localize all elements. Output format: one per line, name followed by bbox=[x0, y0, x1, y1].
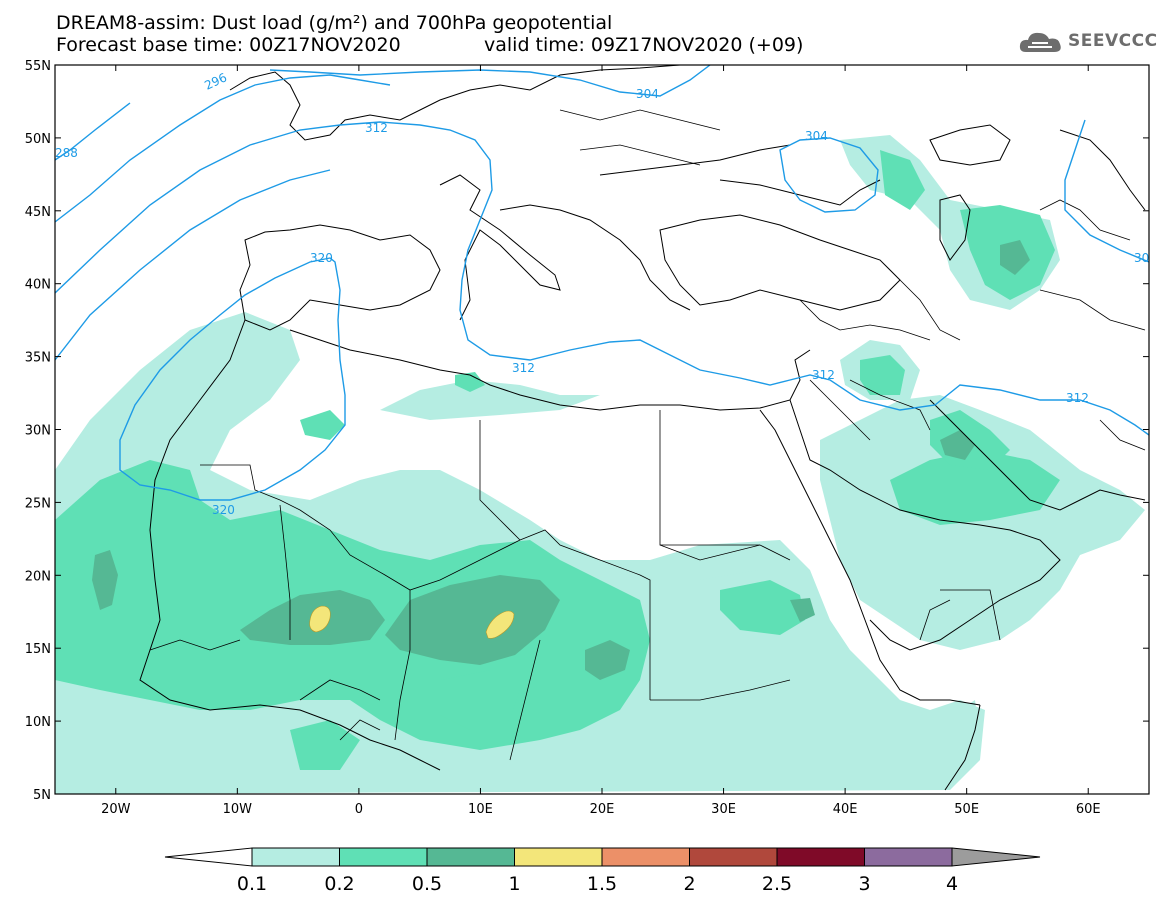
colorbar-label: 0.5 bbox=[412, 873, 442, 895]
contour-label: 304 bbox=[1134, 251, 1157, 265]
colorbar-box bbox=[776, 847, 865, 867]
lon-tick-label: 50E bbox=[954, 802, 979, 817]
contour-label: 312 bbox=[812, 368, 835, 382]
lon-tick-label: 10W bbox=[223, 802, 253, 817]
lon-tick-label: 10E bbox=[468, 802, 493, 817]
seevccc-logo: SEEVCCC bbox=[1018, 26, 1158, 56]
lat-tick-label: 55N bbox=[25, 59, 51, 74]
lat-tick-label: 15N bbox=[25, 642, 51, 657]
lon-tick-label: 0 bbox=[355, 802, 363, 817]
forecast-base-time: Forecast base time: 00Z17NOV2020 bbox=[56, 34, 401, 56]
colorbar-label: 1.5 bbox=[587, 873, 617, 895]
lat-tick-label: 30N bbox=[25, 424, 51, 439]
contour-labels: 296 288 304 312 304 320 320 312 312 312 … bbox=[55, 70, 1157, 517]
contour-label: 320 bbox=[212, 503, 235, 517]
lon-tick-label: 30E bbox=[711, 802, 736, 817]
colorbar-label: 0.1 bbox=[237, 873, 267, 895]
contour-label: 296 bbox=[202, 70, 229, 92]
lon-tick-label: 60E bbox=[1076, 802, 1101, 817]
logo-text: SEEVCCC bbox=[1068, 31, 1158, 51]
colorbar-label: 0.2 bbox=[324, 873, 354, 895]
colorbar-high-arrow bbox=[951, 847, 1041, 867]
lon-tick-label: 40E bbox=[833, 802, 858, 817]
cloud-logo-icon bbox=[1019, 32, 1061, 52]
contour-label: 304 bbox=[805, 129, 828, 143]
lat-tick-label: 45N bbox=[25, 205, 51, 220]
colorbar: 0.1 0.2 0.5 1 1.5 2 2.5 3 4 bbox=[164, 847, 1041, 895]
colorbar-label: 3 bbox=[858, 873, 870, 895]
colorbar-label: 4 bbox=[946, 873, 958, 895]
colorbar-box bbox=[514, 847, 603, 867]
geopotential-contours bbox=[55, 65, 1149, 501]
contour-label: 312 bbox=[1066, 391, 1089, 405]
contour-label: 320 bbox=[310, 251, 333, 265]
lat-tick-label: 50N bbox=[25, 132, 51, 147]
lat-tick-label: 5N bbox=[33, 788, 51, 803]
valid-time: valid time: 09Z17NOV2020 (+09) bbox=[484, 34, 804, 56]
colorbar-box bbox=[689, 847, 778, 867]
lat-tick-label: 40N bbox=[25, 278, 51, 293]
coastlines bbox=[139, 65, 1146, 791]
map-title: DREAM8-assim: Dust load (g/m²) and 700hP… bbox=[56, 12, 613, 34]
lat-tick-label: 25N bbox=[25, 496, 51, 511]
dust-layer-yellow bbox=[309, 605, 515, 639]
axis-labels: 55N 50N 45N 40N 35N 30N 25N 20N 15N 10N 5N 20W 10W 0 1… bbox=[25, 59, 1101, 817]
contour-label: 288 bbox=[55, 146, 78, 160]
contour-label: 312 bbox=[512, 361, 535, 375]
colorbar-box bbox=[601, 847, 690, 867]
lat-tick-label: 20N bbox=[25, 569, 51, 584]
colorbar-label: 2 bbox=[683, 873, 695, 895]
map-axes bbox=[55, 64, 1149, 795]
colorbar-box bbox=[339, 847, 428, 867]
country-borders bbox=[149, 109, 1146, 761]
lat-tick-label: 35N bbox=[25, 351, 51, 366]
colorbar-box bbox=[426, 847, 515, 867]
lon-tick-label: 20W bbox=[101, 802, 131, 817]
colorbar-label: 2.5 bbox=[762, 873, 792, 895]
contour-label: 304 bbox=[636, 87, 659, 101]
colorbar-label: 1 bbox=[508, 873, 520, 895]
colorbar-box bbox=[864, 847, 953, 867]
lat-tick-label: 10N bbox=[25, 715, 51, 730]
lon-tick-label: 20E bbox=[590, 802, 615, 817]
contour-label: 312 bbox=[365, 121, 388, 135]
colorbar-box bbox=[251, 847, 340, 867]
colorbar-low-arrow bbox=[164, 847, 253, 867]
